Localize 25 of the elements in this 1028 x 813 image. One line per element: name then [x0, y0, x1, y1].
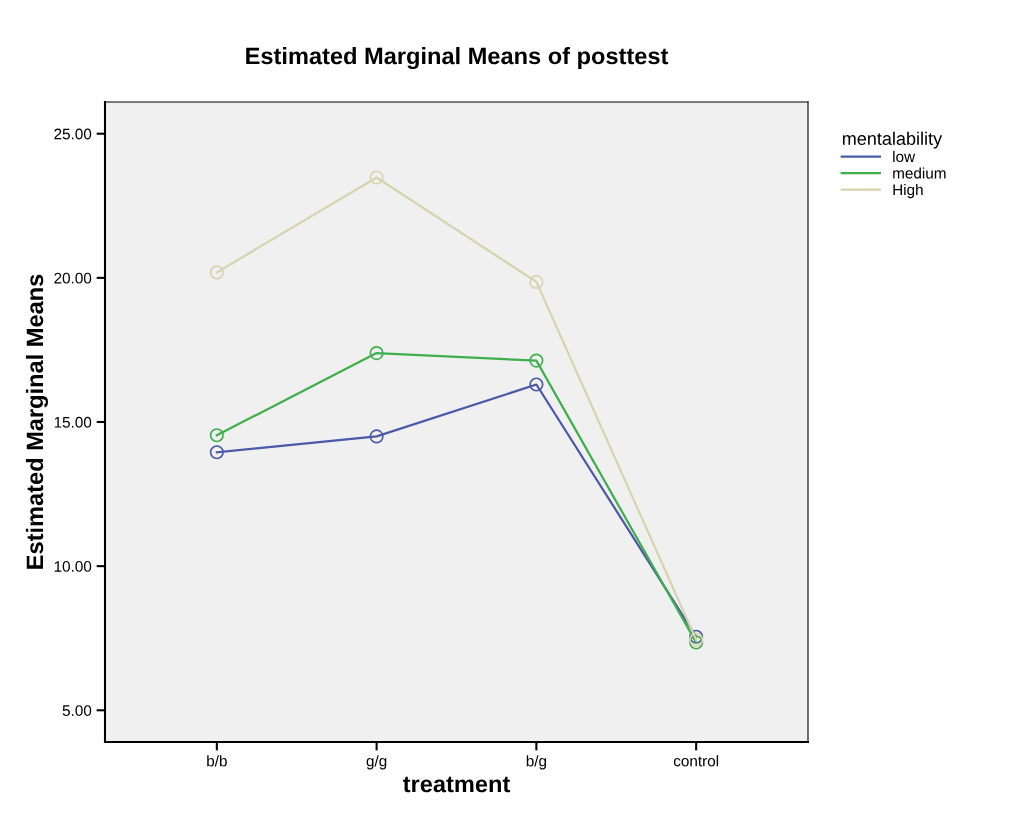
y-tick-label: 25.00 — [54, 128, 92, 140]
legend-title: mentalability — [842, 131, 943, 149]
point — [209, 265, 224, 280]
x-tick-label: b/g — [526, 755, 547, 770]
point — [529, 377, 544, 392]
point — [529, 353, 544, 368]
chart-title: Estimated Marginal Means of posttest — [246, 47, 669, 70]
y-tick-label: 5.00 — [62, 705, 92, 716]
y-tick-label: 10.00 — [54, 561, 92, 572]
x-tick-label: g/g — [366, 755, 387, 770]
point — [369, 170, 384, 185]
legend-label: low — [893, 150, 916, 163]
point — [209, 445, 224, 460]
point — [529, 274, 544, 289]
point — [209, 428, 224, 443]
legend-label: High — [893, 183, 923, 199]
y-tick-label: 15.00 — [54, 416, 92, 428]
y-axis-title: Estimated Marginal Means — [25, 274, 49, 569]
legend-label: medium — [893, 167, 946, 179]
point — [369, 429, 384, 444]
x-tick-label: b/b — [207, 755, 227, 767]
point — [369, 346, 384, 361]
x-axis-title: treatment — [403, 776, 511, 793]
y-tick-label: 20.00 — [54, 272, 92, 284]
x-tick-label: control — [673, 755, 719, 767]
